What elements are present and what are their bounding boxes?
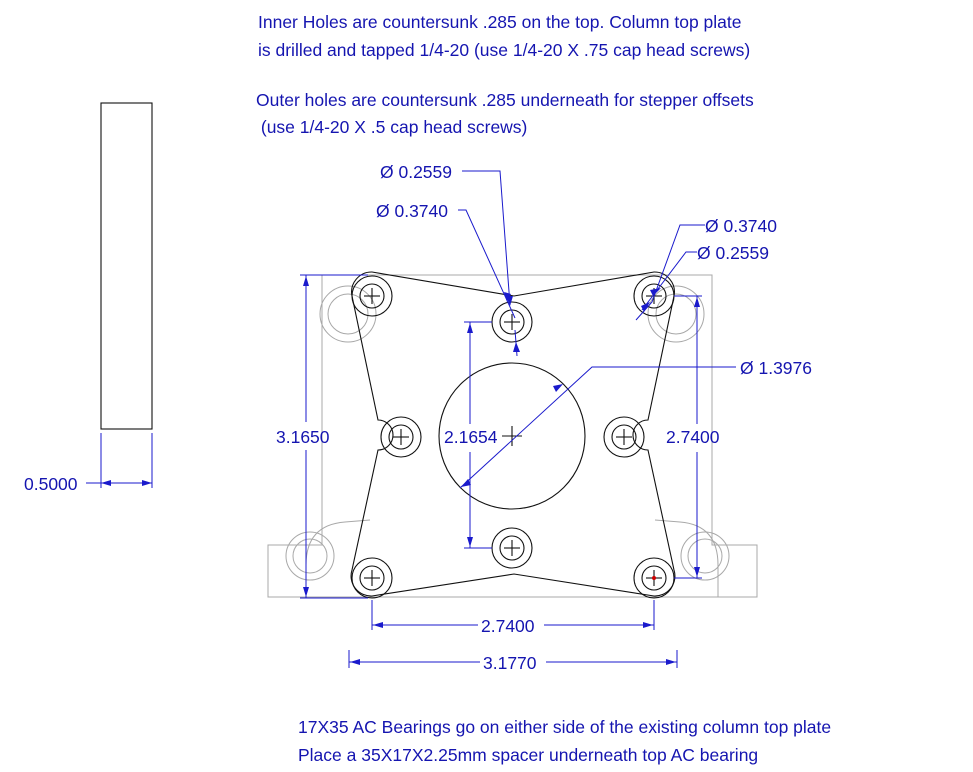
dim-center-bore: Ø 1.3976 — [459, 358, 812, 489]
inner-hole-left — [380, 416, 422, 458]
note-outer-holes-line2: (use 1/4-20 X .5 cap head screws) — [256, 117, 527, 137]
dim-height-outer-label: 3.1650 — [276, 427, 330, 447]
dim-height-inner: 2.1654 — [444, 321, 498, 549]
holes — [351, 275, 675, 599]
dim-inner-cs-label: Ø 0.3740 — [376, 201, 448, 221]
note-inner-holes-line1: Inner Holes are countersunk .285 on the … — [258, 12, 742, 32]
note-outer-holes-line1: Outer holes are countersunk .285 underne… — [256, 90, 754, 110]
inner-hole-bottom — [491, 527, 533, 569]
dim-center-bore-label: Ø 1.3976 — [740, 358, 812, 378]
dim-inner-hole-diameters: Ø 0.2559 Ø 0.3740 — [376, 162, 520, 357]
dim-height-inner-label: 2.1654 — [444, 427, 498, 447]
dim-height-outer: 3.1650 — [276, 274, 368, 599]
dim-height-right: 2.7400 — [666, 295, 720, 579]
dim-width-holes: 2.7400 — [371, 600, 655, 636]
dim-inner-hole-label: Ø 0.2559 — [380, 162, 452, 182]
side-view-plate — [100, 102, 153, 430]
inner-hole-right — [603, 416, 645, 458]
adapter-plate-outline — [350, 271, 676, 597]
outer-hole-bottom-right — [633, 557, 675, 599]
dim-width-overall: 3.1770 — [348, 650, 678, 673]
thickness-arrow-right — [142, 480, 152, 486]
side-view: 0.5000 — [24, 102, 153, 494]
outer-hole-bottom-left — [351, 557, 393, 599]
dim-width-holes-label: 2.7400 — [481, 616, 535, 636]
dim-height-right-label: 2.7400 — [666, 427, 720, 447]
column-top-plate-outline — [267, 274, 758, 598]
note-inner-holes-line2: is drilled and tapped 1/4-20 (use 1/4-20… — [258, 40, 750, 60]
center-mark-dot — [652, 576, 656, 580]
inner-hole-top — [491, 301, 533, 343]
adapter-plate — [350, 271, 676, 597]
outer-hole-top-left — [351, 275, 393, 317]
thickness-label: 0.5000 — [24, 474, 78, 494]
center-bore — [438, 362, 586, 510]
dim-outer-hole-diameters: Ø 0.3740 Ø 0.2559 — [635, 216, 777, 321]
dim-width-overall-label: 3.1770 — [483, 653, 537, 673]
note-bearings-line1: 17X35 AC Bearings go on either side of t… — [298, 717, 831, 737]
dim-outer-cs-label: Ø 0.3740 — [705, 216, 777, 236]
thickness-arrow-left — [101, 480, 111, 486]
dim-outer-hole-label: Ø 0.2559 — [697, 243, 769, 263]
note-bearings-line2: Place a 35X17X2.25mm spacer underneath t… — [298, 745, 758, 765]
